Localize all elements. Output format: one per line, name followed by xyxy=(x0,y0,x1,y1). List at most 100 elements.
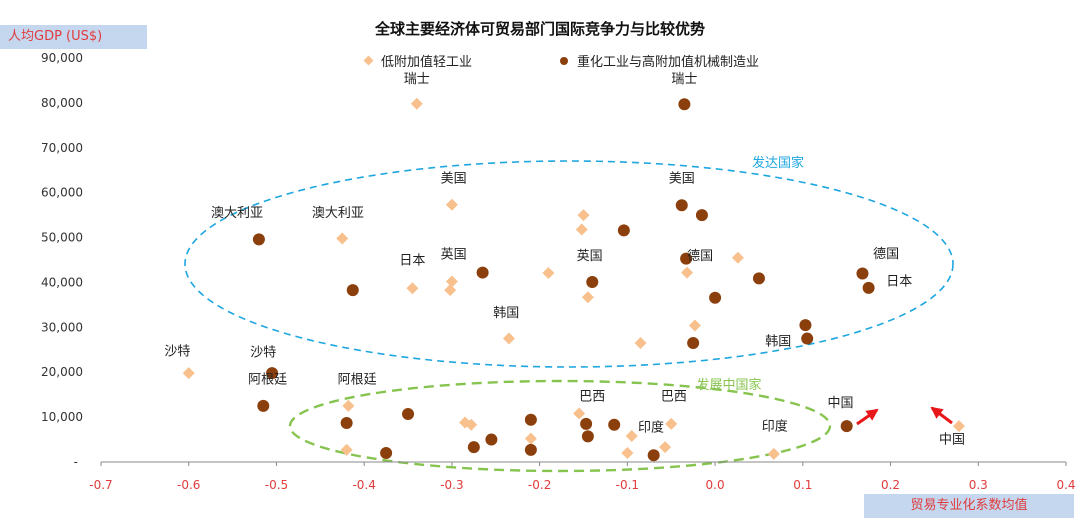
data-point-heavy-industry xyxy=(340,416,353,429)
country-annotation: 中国 xyxy=(828,396,854,411)
data-point-light-industry xyxy=(342,399,355,412)
data-point-light-industry xyxy=(444,284,457,297)
data-point-light-industry xyxy=(621,447,634,460)
legend-label-light-industry: 低附加值轻工业 xyxy=(381,55,473,70)
legend-item-light-industry: 低附加值轻工业 xyxy=(363,51,473,70)
data-point-heavy-industry xyxy=(752,272,765,285)
data-point-light-industry xyxy=(767,447,780,460)
y-tick-label: 40,000 xyxy=(41,275,83,289)
y-tick-label: - xyxy=(74,455,78,469)
data-point-heavy-industry xyxy=(467,441,480,454)
data-point-heavy-industry xyxy=(862,281,875,294)
data-point-light-industry xyxy=(731,251,744,264)
data-point-heavy-industry xyxy=(266,367,279,380)
developing-countries-ellipse xyxy=(288,379,832,473)
data-point-heavy-industry xyxy=(678,98,691,111)
data-point-heavy-industry xyxy=(524,443,537,456)
data-point-light-industry xyxy=(575,223,588,236)
data-point-heavy-industry xyxy=(257,399,270,412)
y-tick-label: 10,000 xyxy=(41,410,83,424)
country-annotation: 日本 xyxy=(886,275,912,290)
y-tick-label: 80,000 xyxy=(41,96,83,110)
x-tick-label: 0.0 xyxy=(706,478,725,492)
country-annotation: 德国 xyxy=(873,247,899,262)
country-annotation: 阿根廷 xyxy=(248,372,287,387)
country-annotation: 澳大利亚 xyxy=(312,205,364,221)
data-point-heavy-industry xyxy=(680,252,693,265)
legend-item-heavy-industry: 重化工业与高附加值机械制造业 xyxy=(560,51,759,70)
country-annotation: 巴西 xyxy=(661,390,687,405)
data-point-light-industry xyxy=(465,418,478,431)
data-point-light-industry xyxy=(524,432,537,445)
country-annotation: 瑞士 xyxy=(671,72,697,87)
data-point-heavy-industry xyxy=(799,319,812,332)
data-point-light-industry xyxy=(659,441,672,454)
data-point-light-industry xyxy=(577,209,590,222)
country-annotation: 美国 xyxy=(441,171,467,186)
red-arrow-right-head xyxy=(865,408,879,421)
y-tick-label: 60,000 xyxy=(41,186,83,200)
data-point-light-industry xyxy=(445,275,458,288)
group-label-developing: 发展中国家 xyxy=(696,377,761,393)
data-point-light-industry xyxy=(336,232,349,245)
y-tick-label: 30,000 xyxy=(41,320,83,334)
country-annotation: 英国 xyxy=(577,249,603,264)
data-point-light-industry xyxy=(952,420,965,433)
data-point-light-industry xyxy=(665,417,678,430)
data-point-heavy-industry xyxy=(801,332,814,345)
data-point-light-industry xyxy=(445,198,458,211)
x-tick-label: -0.5 xyxy=(265,478,288,492)
x-tick-label: 0.4 xyxy=(1056,478,1075,492)
data-point-light-industry xyxy=(634,337,647,350)
data-point-heavy-industry xyxy=(709,291,722,304)
y-axis-label: 人均GDP (US$) xyxy=(0,25,147,49)
data-point-heavy-industry xyxy=(581,430,594,443)
y-tick-label: 70,000 xyxy=(41,141,83,155)
data-point-heavy-industry xyxy=(687,337,700,350)
red-arrow-left-head xyxy=(930,406,944,419)
country-annotation: 韩国 xyxy=(765,334,791,349)
country-annotation: 巴西 xyxy=(579,390,605,405)
data-point-light-industry xyxy=(625,429,638,442)
y-tick-label: 90,000 xyxy=(41,51,83,65)
x-tick-label: -0.3 xyxy=(440,478,463,492)
country-annotation: 美国 xyxy=(669,171,695,186)
data-point-light-industry xyxy=(542,267,555,280)
data-point-heavy-industry xyxy=(647,449,660,462)
data-point-light-industry xyxy=(406,282,419,295)
x-tick-label: 0.2 xyxy=(881,478,900,492)
country-annotation: 韩国 xyxy=(493,306,519,321)
data-point-heavy-industry xyxy=(617,224,630,237)
x-tick-label: -0.1 xyxy=(616,478,639,492)
data-point-heavy-industry xyxy=(580,417,593,430)
x-tick-label: -0.7 xyxy=(89,478,112,492)
country-annotation: 阿根廷 xyxy=(338,372,377,387)
country-annotation: 日本 xyxy=(399,253,425,268)
data-point-heavy-industry xyxy=(380,447,393,460)
data-point-heavy-industry xyxy=(346,284,359,297)
data-point-heavy-industry xyxy=(695,209,708,222)
data-point-light-industry xyxy=(573,407,586,420)
data-point-heavy-industry xyxy=(252,233,265,246)
country-annotation: 英国 xyxy=(441,248,467,263)
data-point-heavy-industry xyxy=(485,433,498,446)
country-annotation: 沙特 xyxy=(164,345,190,360)
data-point-heavy-industry xyxy=(476,266,489,279)
data-point-light-industry xyxy=(182,367,195,380)
x-axis-label: 贸易专业化系数均值 xyxy=(864,494,1074,518)
data-point-light-industry xyxy=(688,319,701,332)
y-tick-label: 20,000 xyxy=(41,365,83,379)
country-annotation: 澳大利亚 xyxy=(211,205,263,221)
group-label-developed: 发达国家 xyxy=(752,155,804,171)
x-tick-label: -0.4 xyxy=(352,478,375,492)
y-tick-label: 50,000 xyxy=(41,231,83,245)
chart-title: 全球主要经济体可贸易部门国际竞争力与比较优势 xyxy=(374,20,705,38)
country-annotation: 中国 xyxy=(939,433,965,448)
country-annotation: 印度 xyxy=(638,419,664,435)
developed-countries-ellipse xyxy=(184,160,954,368)
legend-circle-marker xyxy=(560,56,568,65)
country-annotation: 印度 xyxy=(762,419,788,435)
x-tick-label: 0.3 xyxy=(969,478,988,492)
data-point-light-industry xyxy=(410,97,423,110)
